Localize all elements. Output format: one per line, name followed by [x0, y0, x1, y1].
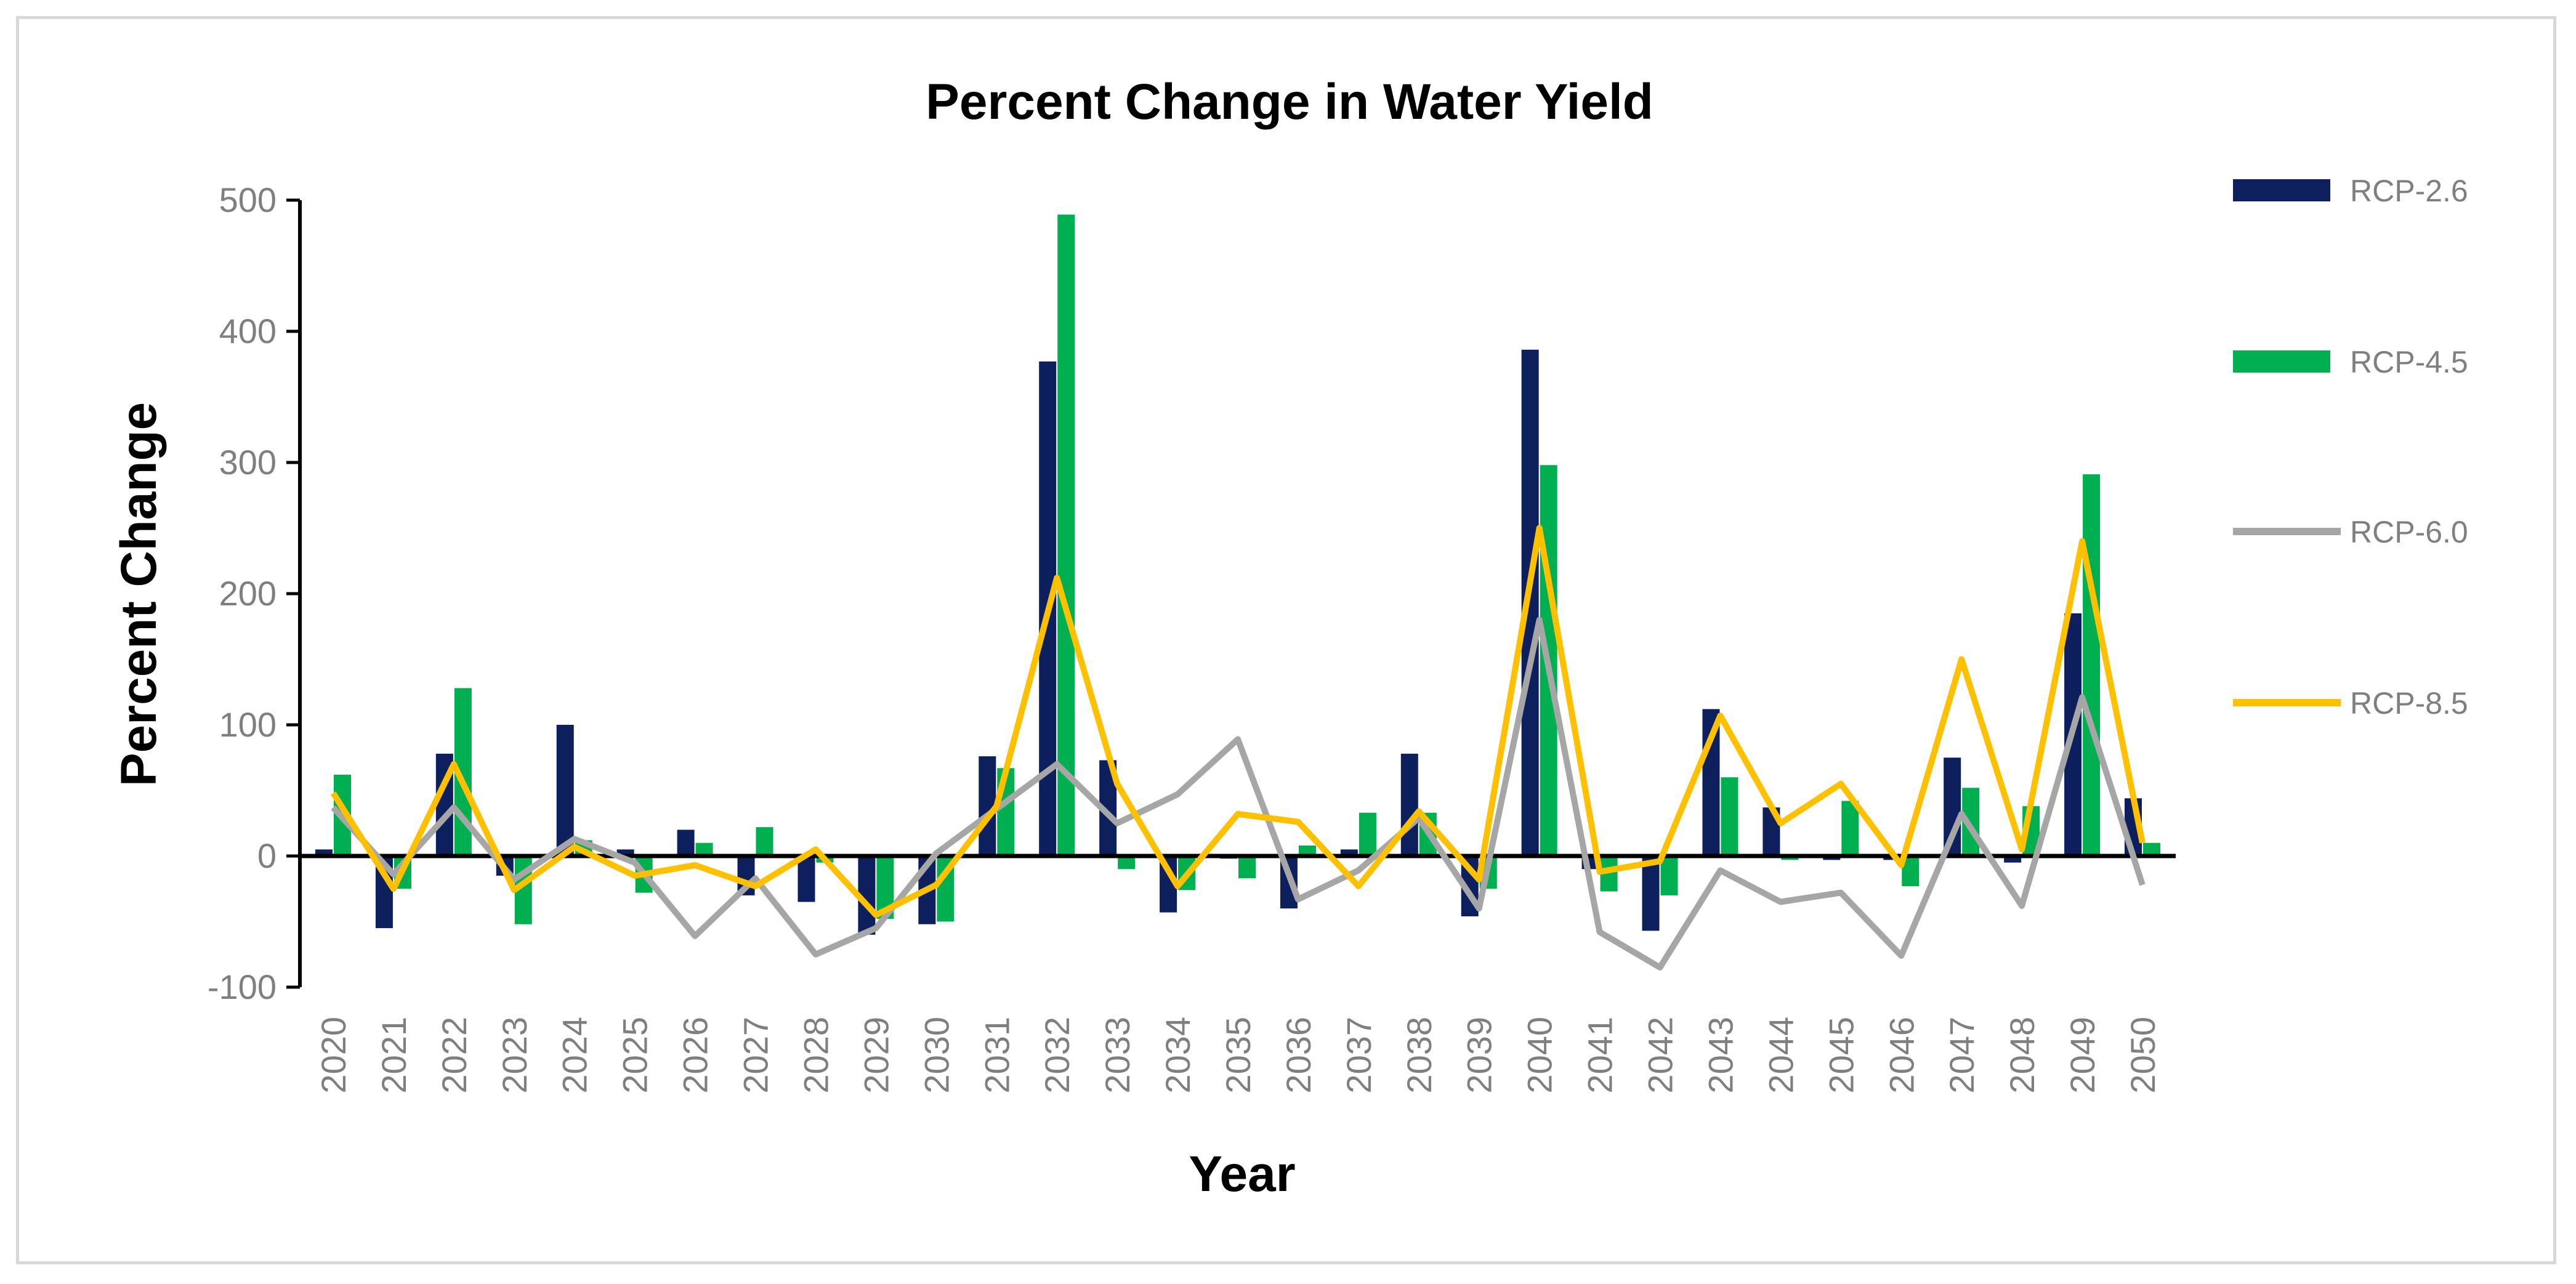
x-tick-label: 2026: [676, 1017, 715, 1094]
x-tick-label: 2039: [1460, 1017, 1499, 1094]
x-tick-label: 2041: [1581, 1017, 1620, 1094]
bar-rcp-2-6-2026: [677, 830, 695, 856]
x-tick-label: 2035: [1219, 1017, 1258, 1094]
x-tick-label: 2021: [374, 1017, 413, 1094]
y-tick-label: 100: [219, 705, 277, 744]
bar-rcp-2-6-2048: [2004, 856, 2022, 863]
bar-rcp-2-6-2028: [797, 856, 815, 902]
y-tick-label: 200: [219, 574, 277, 613]
bar-rcp-4-5-2050: [2143, 842, 2160, 856]
chart: Percent Change in Water Yield Percent Ch…: [111, 74, 2468, 1202]
bar-rcp-2-6-2025: [616, 849, 634, 856]
legend-label-rcp-2-6: RCP-2.6: [2350, 174, 2468, 208]
x-tick-label: 2049: [2063, 1017, 2102, 1094]
bar-rcp-2-6-2042: [1642, 856, 1660, 931]
legend-label-rcp-6-0: RCP-6.0: [2350, 515, 2468, 549]
bar-rcp-2-6-2037: [1340, 849, 1358, 856]
bar-rcp-2-6-2038: [1400, 753, 1418, 856]
x-tick-label: 2020: [314, 1017, 353, 1094]
y-tick-label: 500: [219, 180, 277, 219]
y-tick-label: 400: [219, 312, 277, 350]
bar-rcp-4-5-2037: [1359, 812, 1376, 856]
chart-title: Percent Change in Water Yield: [926, 74, 1653, 130]
bar-rcp-4-5-2049: [2083, 474, 2101, 856]
bar-rcp-4-5-2043: [1721, 777, 1738, 856]
bar-rcp-4-5-2027: [756, 827, 773, 856]
x-tick-label: 2032: [1038, 1017, 1076, 1094]
x-tick-label: 2046: [1882, 1017, 1921, 1094]
x-tick-label: 2022: [435, 1017, 474, 1094]
x-tick-label: 2044: [1761, 1017, 1800, 1094]
y-axis-title: Percent Change: [111, 402, 167, 786]
legend-swatch-rcp-4-5: [2233, 350, 2330, 373]
bar-rcp-4-5-2035: [1238, 856, 1256, 879]
x-axis-title: Year: [1189, 1146, 1295, 1202]
x-tick-label: 2025: [616, 1017, 655, 1094]
chart-frame: Percent Change in Water Yield Percent Ch…: [16, 16, 2556, 1264]
x-tick-label: 2037: [1339, 1017, 1378, 1094]
x-tick-label: 2050: [2123, 1017, 2162, 1094]
bar-rcp-4-5-2032: [1057, 214, 1075, 857]
x-tick-label: 2027: [737, 1017, 775, 1094]
bar-rcp-4-5-2045: [1841, 801, 1859, 856]
x-tick-label: 2038: [1400, 1017, 1439, 1094]
bar-rcp-2-6-2020: [315, 849, 333, 856]
line-rcp-8-5: [330, 525, 2146, 918]
x-tick-label: 2036: [1279, 1017, 1318, 1094]
x-tick-label: 2048: [2003, 1017, 2041, 1094]
bar-rcp-4-5-2033: [1118, 856, 1136, 870]
x-tick-label: 2030: [917, 1017, 956, 1094]
y-tick-label: -100: [208, 967, 277, 1006]
x-tick-label: 2031: [977, 1017, 1016, 1094]
x-tick-label: 2047: [1942, 1017, 1981, 1094]
x-tick-label: 2043: [1701, 1017, 1740, 1094]
bar-rcp-4-5-2036: [1298, 845, 1316, 856]
bar-rcp-4-5-2026: [695, 842, 713, 856]
bar-rcp-2-6-2024: [556, 725, 574, 856]
x-tick-label: 2040: [1520, 1017, 1559, 1094]
legend-label-rcp-8-5: RCP-8.5: [2350, 686, 2468, 721]
x-tick-label: 2023: [495, 1017, 534, 1094]
x-tick-label: 2045: [1822, 1017, 1860, 1094]
legend-swatch-rcp-2-6: [2233, 179, 2330, 201]
x-tick-label: 2028: [796, 1017, 835, 1094]
bar-rcp-4-5-2042: [1660, 856, 1678, 895]
x-tick-label: 2029: [857, 1017, 895, 1094]
x-tick-label: 2034: [1158, 1017, 1197, 1094]
x-tick-label: 2033: [1098, 1017, 1137, 1094]
line-rcp-6-0: [331, 616, 2146, 971]
legend-label-rcp-4-5: RCP-4.5: [2350, 345, 2468, 379]
x-tick-label: 2042: [1641, 1017, 1680, 1094]
y-tick-label: 300: [219, 443, 277, 482]
y-tick-label: 0: [257, 836, 277, 875]
x-tick-label: 2024: [555, 1017, 594, 1094]
